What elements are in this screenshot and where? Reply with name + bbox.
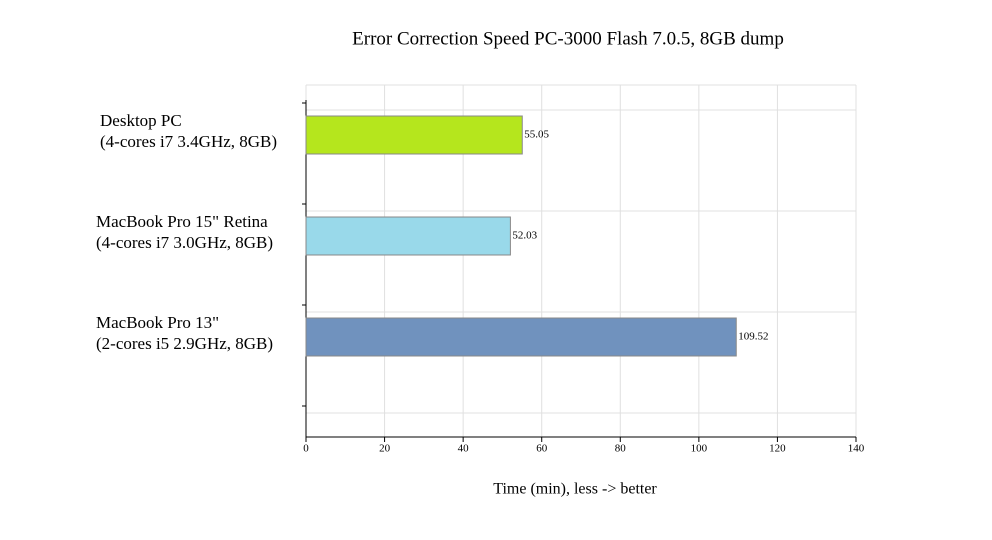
x-axis-label: Time (min), less -> better <box>493 481 657 498</box>
x-tick-label: 0 <box>303 443 309 455</box>
chart-title: Error Correction Speed PC-3000 Flash 7.0… <box>352 28 784 49</box>
y-tick-label: Desktop PC <box>100 111 182 130</box>
data-label: 55.05 <box>524 129 549 141</box>
x-tick-label: 100 <box>691 443 708 455</box>
data-label: 52.03 <box>512 230 537 242</box>
x-tick-label: 40 <box>458 443 470 455</box>
x-tick-label: 60 <box>536 443 548 455</box>
x-tick-label: 140 <box>848 443 865 455</box>
bar <box>305 317 737 357</box>
y-tick-label: (2-cores i5 2.9GHz, 8GB) <box>96 334 273 353</box>
x-tick-label: 120 <box>769 443 786 455</box>
x-tick-label: 20 <box>379 443 391 455</box>
y-tick-label: MacBook Pro 13" <box>96 313 219 332</box>
bar <box>305 115 523 155</box>
x-tick-label: 80 <box>615 443 627 455</box>
bar <box>305 216 511 256</box>
data-label: 109.52 <box>738 331 768 343</box>
y-tick-label: MacBook Pro 15" Retina <box>96 212 268 231</box>
y-tick-label: (4-cores i7 3.4GHz, 8GB) <box>100 132 277 151</box>
y-tick-label: (4-cores i7 3.0GHz, 8GB) <box>96 233 273 252</box>
